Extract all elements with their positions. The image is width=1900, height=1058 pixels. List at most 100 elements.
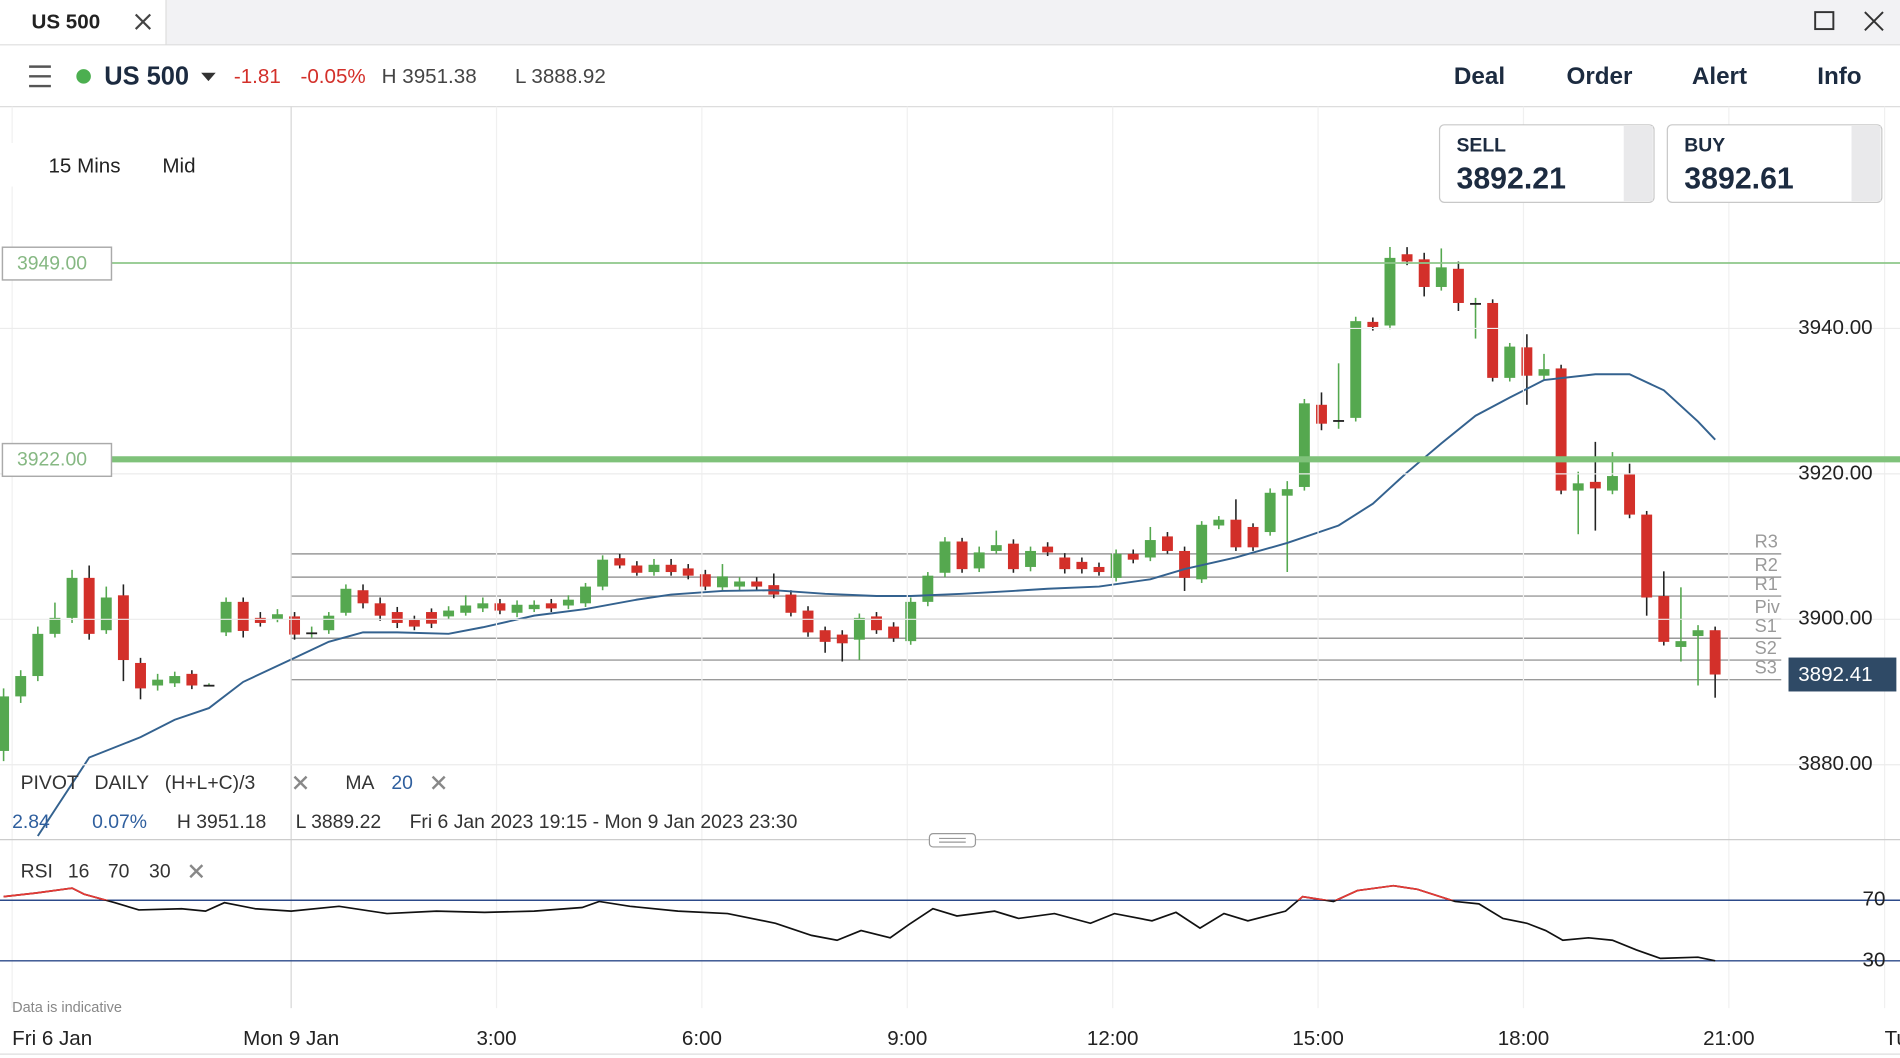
buy-frame[interactable] [1666, 124, 1883, 203]
candle-body [477, 603, 489, 609]
candle-body [802, 610, 814, 633]
pivot-formula: (H+L+C)/3 [165, 772, 255, 794]
candle-body [357, 590, 369, 604]
candle-body [1350, 321, 1362, 418]
tab[interactable] [0, 0, 167, 45]
nav-order[interactable]: Order [1567, 63, 1634, 90]
market-dropdown[interactable] [201, 72, 216, 82]
candle-body [1607, 476, 1618, 491]
candle-body [1264, 492, 1276, 533]
stat-change-pct: 0.07% [92, 811, 147, 833]
candle-body [699, 574, 711, 587]
day-high: H 3951.38 [382, 65, 477, 88]
nav-alert[interactable]: Alert [1692, 63, 1747, 90]
rsi-name: RSI [21, 861, 53, 883]
stat-range: Fri 6 Jan 2023 19:15 - Mon 9 Jan 2023 23… [410, 811, 798, 833]
pivot-label: R1 [1755, 574, 1778, 594]
x-tick-label: Fri 6 Jan [12, 1027, 92, 1050]
level-label: 3949.00 [17, 252, 87, 274]
candle-body [1504, 346, 1516, 378]
candle-body [186, 673, 198, 686]
x-tick-label: 15:00 [1292, 1027, 1344, 1050]
buy-box[interactable]: BUY 3892.61 [1666, 124, 1883, 203]
sell-frame[interactable] [1438, 124, 1655, 203]
candle-body [973, 552, 985, 569]
buy-label: BUY [1684, 135, 1725, 157]
change: -1.81 [234, 65, 281, 88]
remove-rsi[interactable] [189, 864, 204, 879]
candle-body [1042, 546, 1054, 553]
candle-body [254, 617, 266, 623]
x-tick-label: 9:00 [887, 1027, 927, 1050]
candle-body [682, 568, 694, 576]
remove-ma[interactable] [431, 775, 446, 790]
price-type[interactable]: Mid [162, 155, 195, 178]
pivot-label: Piv [1755, 597, 1781, 617]
candle-body [511, 604, 523, 613]
candle-body [220, 601, 232, 633]
candle-body [836, 634, 848, 644]
candle-body [853, 617, 865, 640]
menu[interactable] [29, 65, 51, 88]
candle-body [1589, 481, 1601, 489]
nav-info[interactable]: Info [1817, 63, 1861, 90]
candle-body [32, 633, 44, 677]
y-tick-label: 3940.00 [1798, 316, 1872, 339]
candle-body [1521, 347, 1533, 376]
candle-body [1162, 536, 1173, 551]
market-name[interactable]: US 500 [104, 62, 189, 90]
buy-price: 3892.61 [1684, 163, 1793, 196]
candle-body [1555, 368, 1567, 491]
pivot-label: S3 [1755, 658, 1777, 678]
candle-body [665, 564, 677, 573]
candle-body [237, 601, 249, 631]
rsi-period: 16 [68, 861, 90, 883]
x-tick-label: 6:00 [682, 1027, 722, 1050]
y-tick-label: 3900.00 [1798, 607, 1872, 630]
candle-body [0, 696, 10, 751]
x-tick-label: Mon 9 Jan [243, 1027, 339, 1050]
change-pct: -0.05% [301, 65, 366, 88]
candle-body [751, 581, 763, 587]
rsi-upper: 70 [108, 861, 130, 883]
candle-body [169, 676, 181, 684]
candle-body [100, 597, 112, 631]
candle-body [323, 615, 335, 631]
candle-body [716, 576, 728, 588]
candle-body [1110, 553, 1122, 578]
candle-body [1624, 473, 1636, 515]
candle-body [1144, 540, 1156, 558]
level-tag [1, 442, 113, 478]
candle-body [819, 630, 831, 642]
candle-body [1007, 543, 1019, 570]
candle-body [734, 581, 746, 587]
level-label: 3922.00 [17, 449, 87, 471]
x-tick-label: 21:00 [1703, 1027, 1755, 1050]
candle-body [289, 616, 301, 635]
candle-body [1281, 489, 1293, 496]
candle-body [135, 662, 146, 689]
candle-body [785, 594, 797, 613]
tab-close[interactable] [134, 13, 152, 30]
sell-price: 3892.21 [1457, 163, 1566, 196]
candle-body [443, 610, 455, 617]
nav-deal[interactable]: Deal [1454, 63, 1505, 90]
tab-title: US 500 [32, 10, 101, 33]
remove-pivot[interactable] [293, 775, 308, 790]
price-chart: Fri 6 Jan Mon 9 Jan 3:00 6:00 9:00 12:00 15:00… [0, 106, 1900, 1050]
candle-body [1470, 302, 1481, 305]
candle-body [1316, 404, 1327, 424]
status-dot [76, 69, 91, 84]
sell-label: SELL [1457, 135, 1507, 157]
pane-resize-handle[interactable] [928, 832, 977, 848]
pivot-period: DAILY [95, 772, 150, 794]
close-window[interactable] [1864, 11, 1884, 31]
sell-strip [1623, 126, 1653, 202]
candle-body [1093, 566, 1105, 573]
sell-box[interactable]: SELL 3892.21 [1438, 124, 1655, 203]
interval[interactable]: 15 Mins [48, 155, 120, 178]
candle-body [83, 577, 95, 634]
candle-body [1692, 630, 1704, 637]
maximize[interactable] [1814, 11, 1835, 31]
candle-body [1709, 630, 1721, 675]
